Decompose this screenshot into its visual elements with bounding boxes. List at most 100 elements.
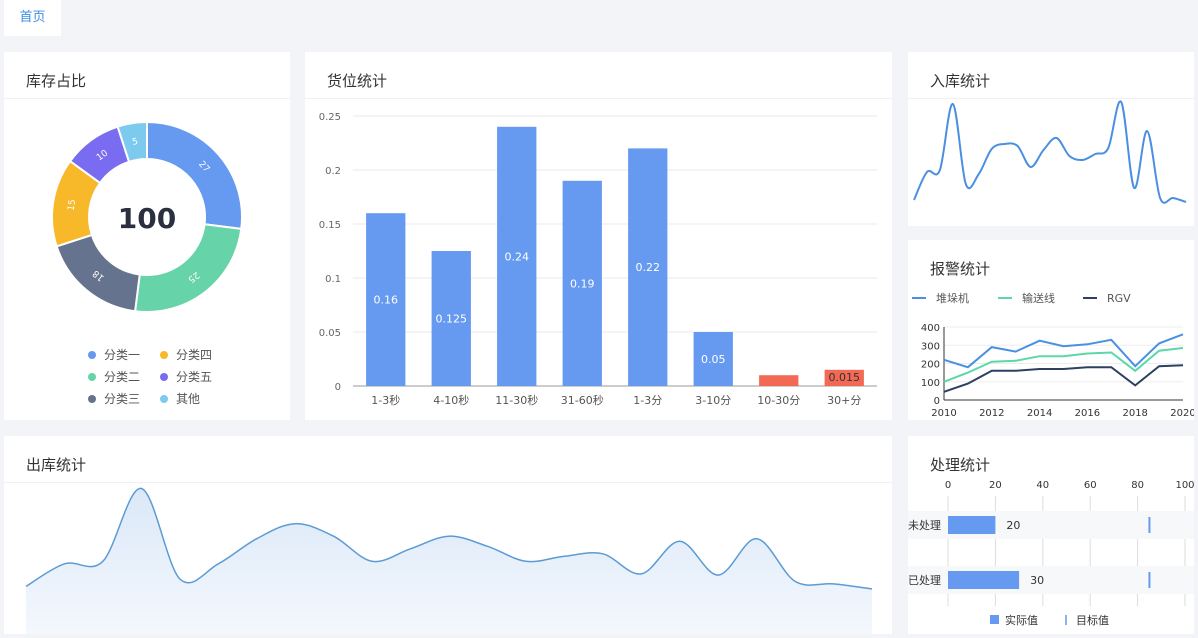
alarm-series-line <box>943 364 1184 393</box>
x-tick-label: 2016 <box>1075 408 1100 419</box>
alarm-stats-panel: 报警统计 0 100 200 300 400 2010 2012 2014 2016 2018 20… <box>908 240 1194 420</box>
inbound-stats-title: 入库统计 <box>930 72 991 90</box>
legend-label: 分类五 <box>176 370 213 384</box>
bar-data-label: 0.19 <box>570 277 595 290</box>
bar-data-label: 20 <box>1006 519 1020 532</box>
legend-swatch <box>88 372 96 381</box>
divider <box>4 98 290 99</box>
x-tick-label: 31-60秒 <box>561 393 604 407</box>
x-tick-label: 2020 <box>1170 408 1194 419</box>
bar <box>693 332 733 386</box>
legend-label: 分类四 <box>176 348 213 362</box>
y-tick-label: 100 <box>921 378 940 389</box>
home-tab[interactable]: 首页 <box>4 0 61 36</box>
donut-slice-label: 15 <box>67 199 79 212</box>
bar <box>366 213 406 386</box>
y-tick-label: 0.05 <box>319 328 341 339</box>
x-tick-label: 4-10秒 <box>433 393 469 407</box>
inbound-line-chart <box>913 100 1187 204</box>
x-tick-label: 11-30秒 <box>495 393 538 407</box>
outbound-stats-title: 出库统计 <box>26 456 87 474</box>
outbound-area-chart <box>25 487 873 634</box>
legend-item[interactable]: 分类三 <box>88 390 140 407</box>
x-tick-label: 20 <box>989 480 1002 491</box>
x-tick-label: 3-10分 <box>695 394 731 407</box>
inventory-ratio-panel: 库存占比 27 25 18 15 10 5 100 分类一分类二分类三 分类四分类五其他 <box>4 52 290 420</box>
legend-label: 目标值 <box>1076 613 1109 627</box>
legend-swatch <box>160 372 168 381</box>
legend-swatch <box>88 394 96 403</box>
y-tick-label: 300 <box>921 341 940 352</box>
bar <box>759 375 799 386</box>
x-tick-label: 2014 <box>1027 408 1052 419</box>
bar <box>628 148 668 386</box>
y-category-label: 未处理 <box>908 519 941 532</box>
y-tick-label: 0.15 <box>319 220 341 231</box>
location-bar-chart: 0 0.05 0.1 0.15 0.2 0.25 0.16 1-3秒 0.125 4-10秒 0.2… <box>319 112 877 407</box>
outbound-stats-panel: 出库统计 <box>4 436 892 634</box>
x-tick-label: 0 <box>945 480 951 491</box>
bar-data-label: 0.125 <box>436 313 468 326</box>
legend-item[interactable]: 分类二 <box>88 368 140 385</box>
x-tick-label: 2018 <box>1122 408 1147 419</box>
inbound-stats-panel: 入库统计 <box>908 52 1194 226</box>
donut-center-total: 100 <box>117 202 177 235</box>
y-tick-label: 0.25 <box>319 112 341 123</box>
donut-slice-2 <box>133 223 243 313</box>
bar <box>431 251 471 386</box>
inventory-ratio-title: 库存占比 <box>26 72 87 90</box>
y-tick-label: 0.2 <box>325 166 341 177</box>
process-stats-title: 处理统计 <box>930 456 991 474</box>
x-tick-label: 1-3分 <box>633 394 662 407</box>
x-tick-label: 10-30分 <box>757 394 800 407</box>
legend-swatch <box>990 615 999 624</box>
x-tick-label: 100 <box>1175 480 1194 491</box>
x-tick-label: 2012 <box>979 408 1004 419</box>
process-bar-chart: 0 20 40 60 80 100 未处理 20 已处理 30 实际值 目标值 <box>908 480 1194 627</box>
legend-swatch <box>88 350 96 359</box>
legend-label: 分类一 <box>104 348 141 362</box>
divider <box>908 98 1194 99</box>
y-tick-label: 0.1 <box>325 274 341 285</box>
legend-item[interactable]: 分类一 <box>88 346 140 363</box>
legend-item[interactable]: 分类四 <box>160 346 212 363</box>
x-tick-label: 60 <box>1084 480 1097 491</box>
divider <box>305 98 892 99</box>
location-stats-title: 货位统计 <box>327 72 388 90</box>
legend-label: 其他 <box>176 392 201 406</box>
legend-label: 分类三 <box>104 392 141 406</box>
x-tick-label: 2010 <box>931 408 956 419</box>
bar-data-label: 0.05 <box>701 353 726 366</box>
legend-label: 实际值 <box>1005 613 1038 627</box>
divider <box>4 482 892 483</box>
bar-data-label: 30 <box>1030 574 1044 587</box>
bar <box>562 180 602 386</box>
actual-value-bar <box>948 516 996 534</box>
bar <box>497 126 537 387</box>
y-tick-label: 0 <box>335 382 341 393</box>
alarm-series-line <box>943 333 1184 369</box>
actual-value-bar <box>948 571 1020 589</box>
legend-label: 堆垛机 <box>936 291 969 305</box>
x-tick-label: 1-3秒 <box>371 393 400 407</box>
legend-item[interactable]: 分类五 <box>160 368 212 385</box>
outbound-series-line <box>25 487 873 590</box>
x-tick-label: 80 <box>1131 480 1144 491</box>
bar-data-label: 0.22 <box>636 261 661 274</box>
y-tick-label: 400 <box>921 323 940 334</box>
location-stats-panel: 货位统计 0 0.05 0.1 0.15 0.2 0.25 0.16 1-3秒 0.125 4-1… <box>305 52 892 420</box>
y-tick-label: 200 <box>921 360 940 371</box>
alarm-line-chart: 0 100 200 300 400 2010 2012 2014 2016 2018 2020 堆垛机… <box>912 291 1194 419</box>
y-tick-label: 0 <box>934 396 940 407</box>
alarm-stats-title: 报警统计 <box>930 260 991 278</box>
legend-item[interactable]: 其他 <box>160 390 200 407</box>
bar-data-label: 0.16 <box>374 294 399 307</box>
legend-label: RGV <box>1107 292 1131 305</box>
x-tick-label: 40 <box>1036 480 1049 491</box>
bar <box>824 369 864 386</box>
x-tick-label: 30+分 <box>827 394 861 407</box>
y-category-label: 已处理 <box>908 574 941 587</box>
legend-swatch <box>160 350 168 359</box>
inbound-series-line <box>913 100 1187 204</box>
